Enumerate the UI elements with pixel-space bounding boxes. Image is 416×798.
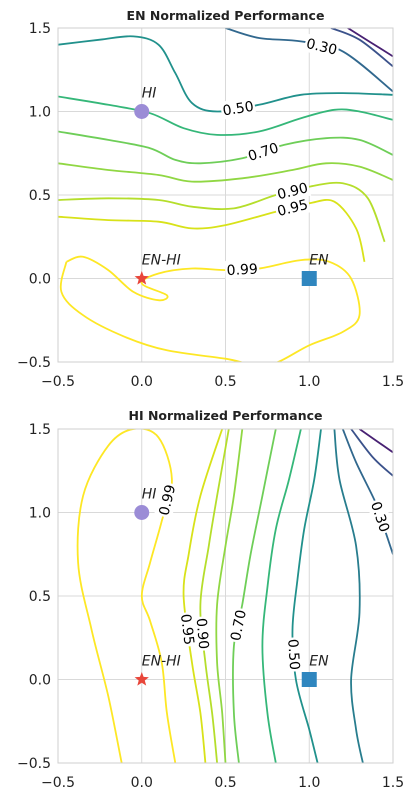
contour-label-bg (366, 497, 395, 536)
contour-line-0_6 (261, 429, 302, 763)
contour-label-bg (224, 259, 260, 280)
contour-line-0_1 (358, 429, 393, 454)
point-label: HI (142, 487, 157, 503)
contour-line-0_7 (232, 429, 277, 763)
contour-label: 0.95 (177, 613, 197, 646)
contour-line-0_99 (59, 255, 361, 362)
x-tick-label: 0.0 (131, 374, 153, 390)
point-marker-circle (134, 505, 150, 520)
contour-line-0_1 (347, 28, 393, 58)
contour-label: 0.50 (222, 99, 255, 120)
x-tick-label: 0.5 (214, 775, 236, 791)
x-tick-label: 0.0 (131, 775, 153, 791)
contour-label-bg (303, 33, 341, 60)
x-tick-label: −0.5 (41, 775, 75, 791)
y-tick-label: 0.5 (29, 188, 51, 204)
x-tick-label: 1.5 (382, 374, 404, 390)
y-tick-label: 1.5 (29, 21, 51, 37)
contour-group (76, 429, 393, 763)
contour-line-0_9 (199, 429, 230, 763)
y-tick-label: 1.0 (29, 105, 51, 121)
panel-2: HI Normalized Performance −0.5 0.0 0.5 1.0 1.… (17, 408, 404, 791)
point-marker-star (134, 271, 149, 285)
contour-label: 0.30 (367, 500, 392, 535)
contour-label: 0.70 (246, 140, 281, 165)
axes-frame (57, 27, 394, 363)
x-tick-label: 1.0 (298, 374, 320, 390)
x-tick-label: −0.5 (41, 374, 75, 390)
contour-group (58, 28, 393, 362)
point-marker-circle (134, 104, 150, 119)
contour-label-bg (284, 636, 305, 673)
contour-line-0_95 (58, 199, 366, 263)
y-tick-label: 0.5 (29, 589, 51, 605)
x-tick-label: 1.0 (298, 775, 320, 791)
point-label: HI (142, 86, 157, 102)
contour-label-bg (154, 481, 180, 519)
point-label: EN (309, 253, 329, 269)
point-label: EN-HI (142, 654, 181, 670)
contour-line-0_6 (58, 95, 393, 136)
contour-line-0_3 (225, 28, 393, 93)
contour-label-bg (273, 194, 312, 221)
panel-1: EN Normalized Performance −0.5 0.0 0.5 1.0 1.… (17, 8, 404, 390)
chart-title: HI Normalized Performance (128, 408, 322, 423)
point-label: EN (309, 654, 329, 670)
y-tick-label: 1.5 (29, 422, 51, 438)
contour-label: 0.95 (276, 197, 310, 220)
chart-title: EN Normalized Performance (127, 8, 325, 23)
contour-label-bg (244, 137, 283, 166)
contour-label-bg (219, 96, 257, 120)
contour-line-0_8 (58, 162, 393, 183)
contour-line-0_4 (333, 429, 364, 763)
contour-line-0_9 (58, 181, 386, 243)
contour-line-0_8 (215, 429, 244, 763)
contour-line-0_5 (58, 35, 393, 113)
contour-line-0_99 (76, 429, 177, 763)
y-tick-label: 0.0 (29, 272, 51, 288)
contour-line-0_5 (291, 429, 322, 763)
y-tick-label: −0.5 (17, 355, 51, 371)
point-label: EN-HI (142, 253, 181, 269)
contour-line-0_7 (58, 130, 393, 165)
point-marker-square (301, 672, 317, 687)
x-tick-label: 0.5 (214, 374, 236, 390)
contour-label: 0.50 (284, 638, 302, 670)
axes-frame (57, 428, 394, 764)
contour-label: 0.99 (226, 262, 258, 280)
point-marker-square (301, 271, 317, 286)
point-marker-star (134, 672, 149, 686)
y-tick-label: −0.5 (17, 756, 51, 772)
x-tick-label: 1.5 (382, 775, 404, 791)
y-tick-label: 1.0 (29, 506, 51, 522)
contour-label-bg (225, 606, 251, 644)
contour-line-0_2 (350, 429, 393, 477)
contour-label: 0.70 (228, 609, 250, 643)
y-tick-label: 0.0 (29, 673, 51, 689)
contour-line-0_95 (182, 429, 224, 763)
contour-label: 0.99 (156, 483, 179, 517)
contour-label-bg (176, 611, 199, 648)
contour-label: 0.30 (305, 36, 339, 59)
contour-line-0_2 (330, 28, 393, 68)
